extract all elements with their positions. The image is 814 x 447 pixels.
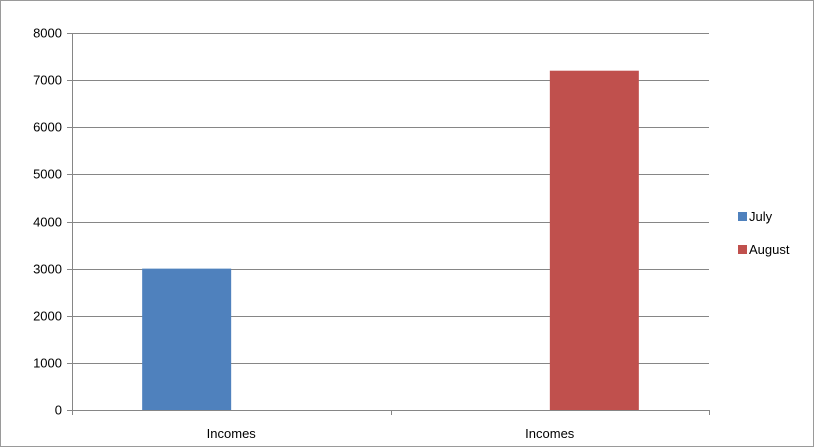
y-tick-label: 4000	[33, 215, 62, 230]
y-tick-label: 2000	[33, 309, 62, 324]
legend: July August	[738, 209, 790, 257]
y-tick-label: 5000	[33, 167, 62, 182]
axes	[67, 33, 710, 415]
y-tick-label: 7000	[33, 73, 62, 88]
x-tick-label: Incomes	[525, 426, 575, 441]
y-tick-label: 1000	[33, 356, 62, 371]
bar-august	[549, 70, 639, 410]
legend-label-july: July	[749, 209, 773, 224]
y-tick-labels: 0 1000 2000 3000 4000 5000 6000 7000 8000	[33, 26, 62, 418]
y-tick-label: 8000	[33, 26, 62, 41]
legend-swatch-july	[738, 212, 747, 221]
x-tick-labels: Incomes Incomes	[207, 426, 575, 441]
y-tick-label: 6000	[33, 120, 62, 135]
bar-july	[142, 268, 232, 410]
legend-label-august: August	[749, 242, 790, 257]
legend-swatch-august	[738, 245, 747, 254]
x-tick-label: Incomes	[207, 426, 257, 441]
y-tick-label: 0	[55, 403, 62, 418]
y-tick-label: 3000	[33, 262, 62, 277]
bars	[142, 70, 639, 410]
